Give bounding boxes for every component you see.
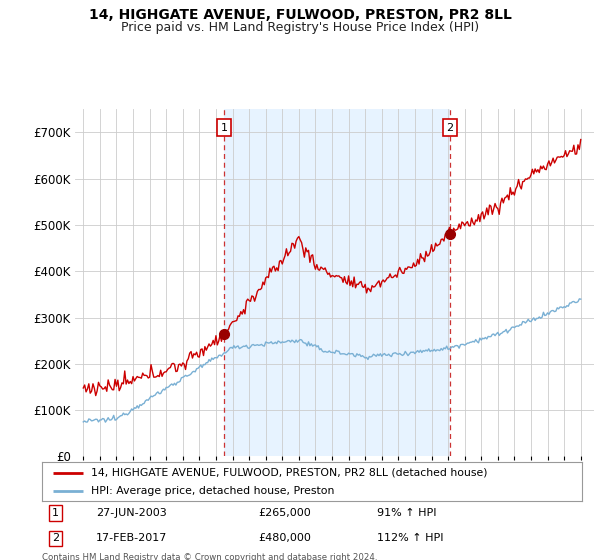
Text: £265,000: £265,000 (258, 508, 311, 518)
Text: Price paid vs. HM Land Registry's House Price Index (HPI): Price paid vs. HM Land Registry's House … (121, 21, 479, 34)
Text: 1: 1 (52, 508, 59, 518)
Text: 1: 1 (221, 123, 228, 133)
Text: 14, HIGHGATE AVENUE, FULWOOD, PRESTON, PR2 8LL (detached house): 14, HIGHGATE AVENUE, FULWOOD, PRESTON, P… (91, 468, 487, 478)
Text: 112% ↑ HPI: 112% ↑ HPI (377, 534, 443, 543)
Text: 2: 2 (52, 534, 59, 543)
Text: 17-FEB-2017: 17-FEB-2017 (96, 534, 167, 543)
Text: HPI: Average price, detached house, Preston: HPI: Average price, detached house, Pres… (91, 486, 334, 496)
Text: 2: 2 (446, 123, 454, 133)
Text: 14, HIGHGATE AVENUE, FULWOOD, PRESTON, PR2 8LL: 14, HIGHGATE AVENUE, FULWOOD, PRESTON, P… (89, 8, 511, 22)
Text: Contains HM Land Registry data © Crown copyright and database right 2024.
This d: Contains HM Land Registry data © Crown c… (42, 553, 377, 560)
Text: 91% ↑ HPI: 91% ↑ HPI (377, 508, 436, 518)
Text: £480,000: £480,000 (258, 534, 311, 543)
Text: 27-JUN-2003: 27-JUN-2003 (96, 508, 167, 518)
Bar (224, 109, 450, 456)
